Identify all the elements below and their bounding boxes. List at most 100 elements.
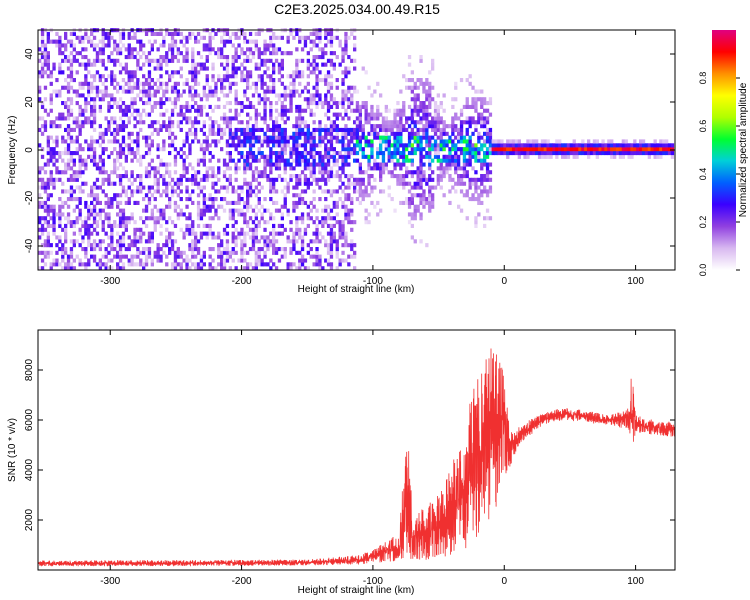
spectrogram-cell [113, 193, 117, 198]
spectrogram-cell [468, 197, 472, 202]
spectrogram-cell [107, 154, 111, 159]
spectrogram-cell [101, 166, 105, 171]
spectrogram-cell [220, 239, 224, 244]
spectrogram-cell [326, 127, 331, 132]
spectrogram-cell [344, 35, 348, 40]
spectrogram-cell [312, 66, 316, 71]
spectrogram-cell [468, 104, 472, 109]
spectrogram-cell [92, 139, 97, 144]
spectrogram-cell [312, 58, 316, 63]
spectrogram-cell [113, 101, 117, 106]
spectrogram-cell [144, 204, 149, 209]
spectrogram-cell [324, 220, 328, 225]
spectrogram-cell [303, 266, 308, 271]
spectrogram-cell [335, 124, 339, 129]
spectrogram-cell [543, 151, 547, 156]
spectrogram-cell [222, 247, 227, 252]
spectrogram-cell [601, 151, 605, 156]
spectrogram-cell [312, 120, 316, 125]
spectrogram-cell [173, 89, 178, 94]
spectrogram-cell [350, 85, 354, 90]
spectrogram-cell [535, 139, 539, 144]
spectrogram-cell [225, 66, 230, 71]
spectrogram-cell [306, 162, 310, 167]
spectrogram-cell [168, 170, 172, 175]
spectrogram-cell [303, 154, 308, 159]
spectrogram-cell [263, 120, 267, 125]
spectrogram-cell [483, 177, 487, 182]
spectrogram-cell [251, 243, 256, 248]
spectrogram-cell [118, 51, 123, 56]
spectrogram-cell [87, 227, 91, 232]
spectrogram-cell [277, 174, 282, 179]
spectrogram-cell [95, 55, 100, 60]
spectrogram-cell [240, 231, 244, 236]
spectrogram-cell [355, 143, 360, 148]
spectrogram-cell [90, 135, 94, 140]
spectrogram-cell [46, 193, 50, 198]
spectrogram-cell [353, 147, 357, 152]
spectrogram-cell [246, 39, 250, 44]
spectrogram-cell [341, 204, 345, 209]
spectrogram-cell [263, 58, 267, 63]
spectrogram-cell [118, 254, 123, 259]
spectrogram-cell [49, 70, 53, 75]
spectrogram-cell [220, 89, 224, 94]
spectrogram-cell [191, 166, 195, 171]
spectrogram-cell [147, 101, 152, 106]
spectrogram-cell [419, 147, 423, 152]
spectrogram-cell [66, 177, 71, 182]
spectrogram-cell [474, 223, 478, 228]
spectrogram-cell [624, 139, 628, 144]
spectrogram-cell [170, 247, 175, 252]
spectrogram-cell [246, 158, 250, 163]
spectrogram-cell [75, 204, 79, 209]
spectrogram-cell [110, 116, 114, 121]
spectrogram-cell [208, 193, 212, 198]
spectrogram-cell [399, 127, 403, 132]
spectrogram-cell [92, 197, 97, 202]
spectrogram-cell [84, 250, 88, 255]
spectrogram-cell [234, 250, 238, 255]
spectrogram-cell [55, 89, 59, 94]
spectrogram-cell [624, 147, 628, 152]
spectrogram-cell [483, 97, 487, 102]
spectrogram-cell [283, 93, 287, 98]
spectrogram-cell [191, 85, 195, 90]
spectrogram-cell [211, 166, 215, 171]
spectrogram-cell [176, 181, 180, 186]
spectrogram-cell [520, 143, 524, 148]
spectrogram-cell [228, 166, 232, 171]
spectrogram-cell [69, 139, 74, 144]
spectrogram-cell [243, 131, 247, 136]
spectrogram-cell [185, 39, 189, 44]
spectrogram-cell [78, 166, 82, 171]
spectrogram-cell [142, 43, 146, 48]
spectrogram-cell [147, 143, 152, 148]
spectrogram-cell [260, 51, 264, 56]
spectrogram-cell [309, 239, 313, 244]
spectrogram-cell [69, 154, 74, 159]
spectrogram-cell [142, 185, 146, 190]
spectrogram-cell [465, 189, 469, 194]
spectrogram-cell [142, 108, 146, 113]
spectrogram-cell [503, 147, 507, 152]
spectrogram-cell [344, 112, 348, 117]
spectrogram-cell [113, 85, 117, 90]
spectrogram-cell [43, 51, 48, 56]
spectrogram-cell [439, 139, 443, 144]
spectrogram-cell [205, 97, 209, 102]
spectrogram-cell [321, 266, 325, 271]
spectrogram-cell [240, 104, 244, 109]
spectrogram-cell [289, 104, 293, 109]
spectrogram-cell [64, 200, 68, 205]
spectrogram-cell [84, 78, 88, 83]
spectrogram-cell [124, 143, 128, 148]
spectrogram-cell [341, 231, 345, 236]
spectrogram-cell [286, 74, 290, 79]
spectrogram-cell [477, 116, 481, 121]
spectrogram-cell [266, 235, 270, 240]
spectrogram-cell [61, 200, 65, 205]
spectrogram-cell [659, 154, 663, 159]
spectrogram-cell [165, 70, 169, 75]
